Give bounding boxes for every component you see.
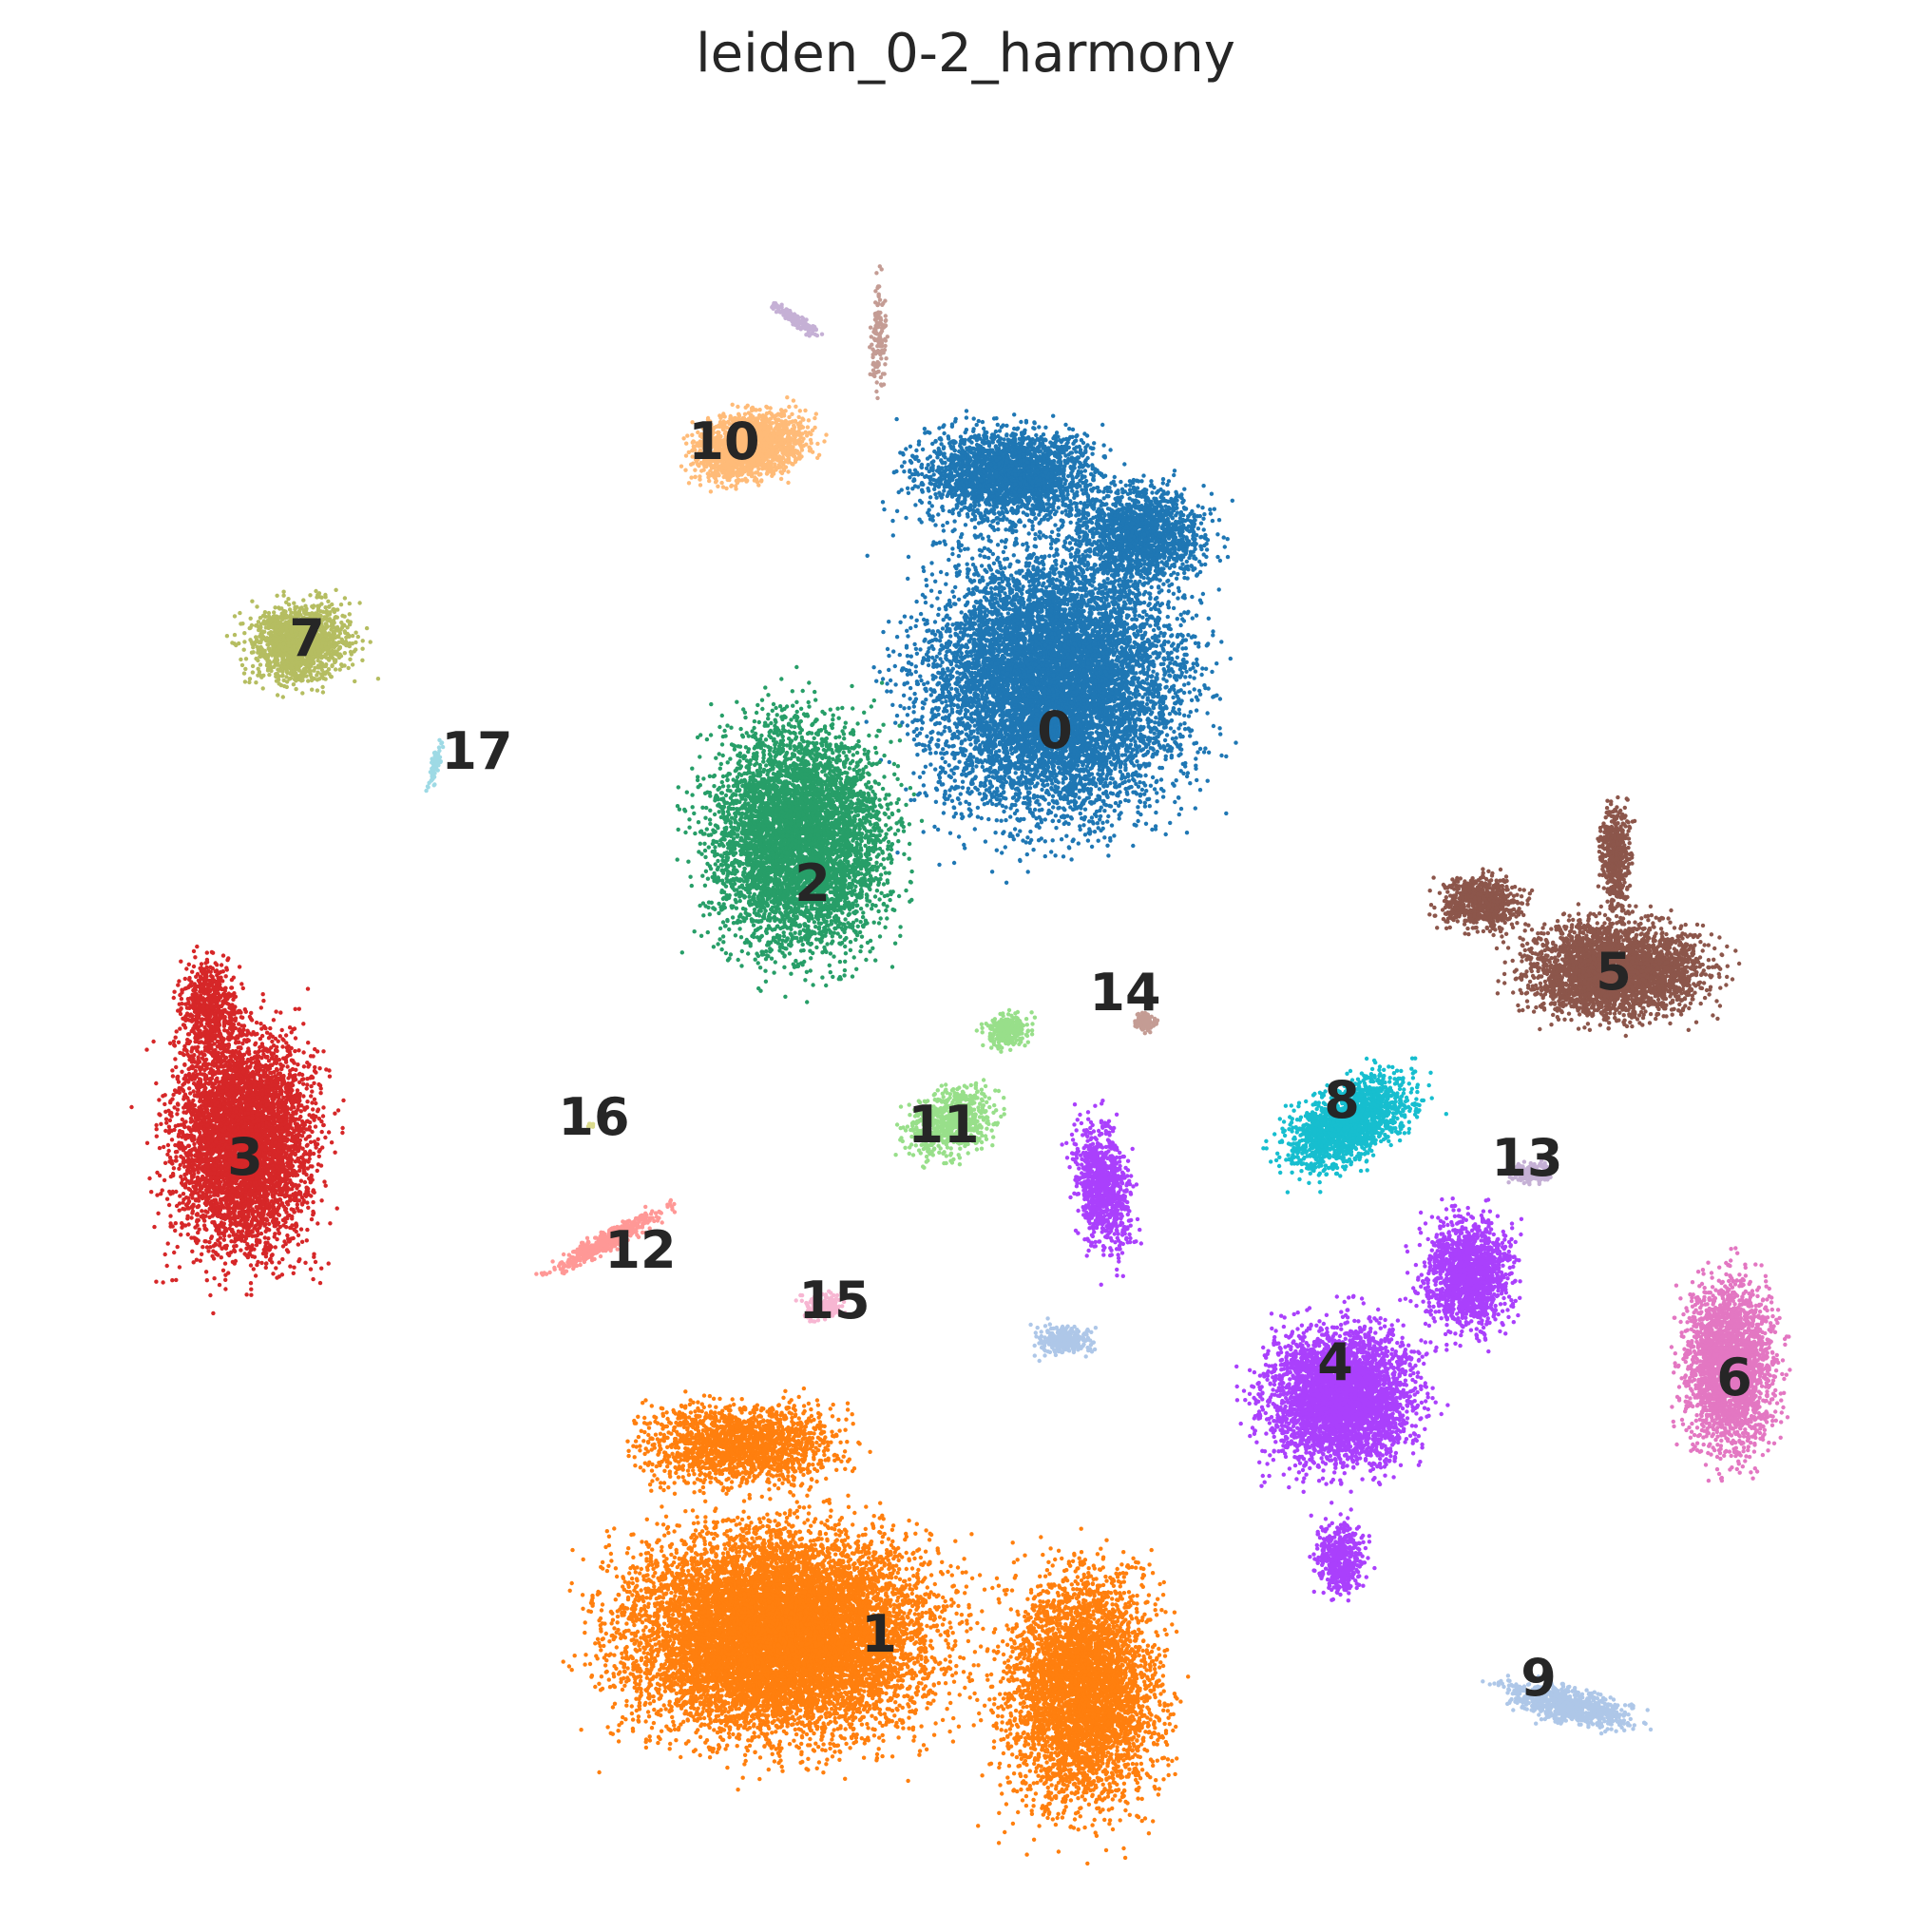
cluster-label-12: 12 <box>604 1220 676 1280</box>
cluster-label-9: 9 <box>1521 1648 1557 1708</box>
cluster-label-11: 11 <box>908 1095 979 1155</box>
cluster-1-points <box>562 1485 1009 1791</box>
cluster-label-16: 16 <box>558 1087 629 1147</box>
cluster-1-points <box>625 1387 872 1498</box>
cluster-1-points <box>971 1527 1190 1866</box>
cluster-label-17: 17 <box>441 721 512 781</box>
cluster-5-points <box>1427 867 1534 938</box>
cluster-3-points <box>168 945 245 1075</box>
cluster-14-points <box>868 264 889 400</box>
cluster-4-points <box>1060 1099 1143 1287</box>
cluster-label-10: 10 <box>688 411 759 471</box>
cluster-2-points <box>676 665 925 1004</box>
cluster-label-7: 7 <box>289 608 325 668</box>
cluster-label-14: 14 <box>1089 963 1160 1023</box>
cluster-label-4: 4 <box>1317 1332 1353 1392</box>
cluster-label-0: 0 <box>1037 700 1073 760</box>
cluster-label-8: 8 <box>1324 1070 1360 1130</box>
cluster-11-points <box>975 1008 1038 1054</box>
cluster-4-points <box>1234 1294 1450 1505</box>
cluster-label-5: 5 <box>1596 942 1632 1002</box>
cluster-label-6: 6 <box>1716 1348 1752 1407</box>
scatter-points <box>129 264 1791 1865</box>
cluster-4-points <box>1308 1507 1376 1602</box>
cluster-13-points <box>770 301 824 338</box>
cluster-label-3: 3 <box>227 1127 263 1187</box>
cluster-9-points <box>1481 1674 1653 1735</box>
cluster-4-points <box>1404 1196 1523 1353</box>
cluster-label-2: 2 <box>794 853 831 913</box>
cluster-5-points <box>1596 795 1636 930</box>
cluster-9-points <box>1028 1316 1098 1363</box>
cluster-label-13: 13 <box>1491 1128 1562 1188</box>
cluster-label-15: 15 <box>798 1271 870 1330</box>
cluster-label-1: 1 <box>861 1604 897 1664</box>
chart-title: leiden_0-2_harmony <box>696 23 1235 85</box>
